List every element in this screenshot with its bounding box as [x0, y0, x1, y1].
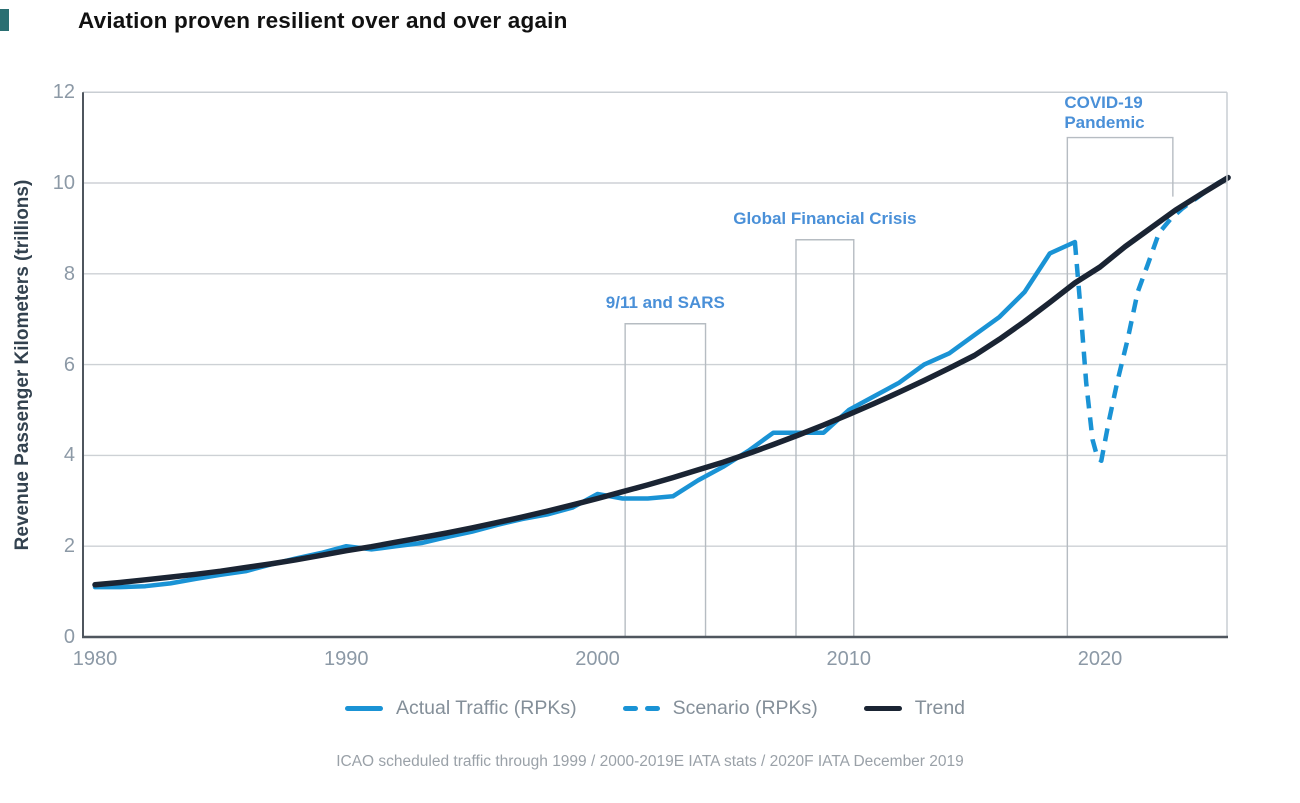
y-tick-label: 0 [63, 626, 75, 648]
axes [82, 91, 1228, 639]
event-box [624, 323, 707, 637]
y-tick-label: 4 [63, 444, 75, 467]
dashed-blue-line-icon [622, 706, 660, 711]
legend-label-trend: Trend [914, 697, 966, 719]
x-tick-label: 2010 [826, 648, 872, 670]
event-label: 9/11 and SARS [605, 292, 725, 312]
event-label: COVID-19 Pandemic [1064, 92, 1145, 132]
y-tick-label: 8 [63, 262, 75, 285]
legend-item-scenario: Scenario (RPKs) [622, 697, 818, 720]
y-tick-label: 2 [63, 535, 75, 558]
x-tick-label: 1990 [324, 648, 369, 670]
source-note: ICAO scheduled traffic through 1999 / 20… [336, 753, 964, 770]
series-trend [92, 174, 1231, 588]
solid-dark-line-icon [863, 706, 902, 711]
legend-item-actual: Actual Traffic (RPKs) [344, 697, 577, 720]
x-tick-label: 2020 [1077, 648, 1123, 670]
legend-label-actual: Actual Traffic (RPKs) [395, 697, 577, 719]
gridlines [83, 182, 1227, 547]
legend-item-trend: Trend [863, 697, 966, 720]
slide-edge-mark [0, 9, 9, 31]
y-tick-label: 12 [52, 81, 75, 104]
series-scenario-rpks- [1072, 175, 1230, 464]
series-lines [92, 174, 1231, 590]
legend: Actual Traffic (RPKs) Scenario (RPKs) Tr… [83, 697, 1227, 720]
legend-label-scenario: Scenario (RPKs) [672, 697, 818, 719]
chart-title: Aviation proven resilient over and over … [78, 8, 568, 33]
solid-blue-line-icon [344, 706, 383, 711]
y-tick-label: 6 [63, 353, 75, 376]
x-tick-label: 2000 [575, 648, 620, 670]
event-box [1066, 136, 1174, 637]
y-tick-label: 10 [52, 172, 75, 194]
event-label: Global Financial Crisis [733, 208, 917, 228]
x-tick-label: 1980 [72, 648, 118, 670]
